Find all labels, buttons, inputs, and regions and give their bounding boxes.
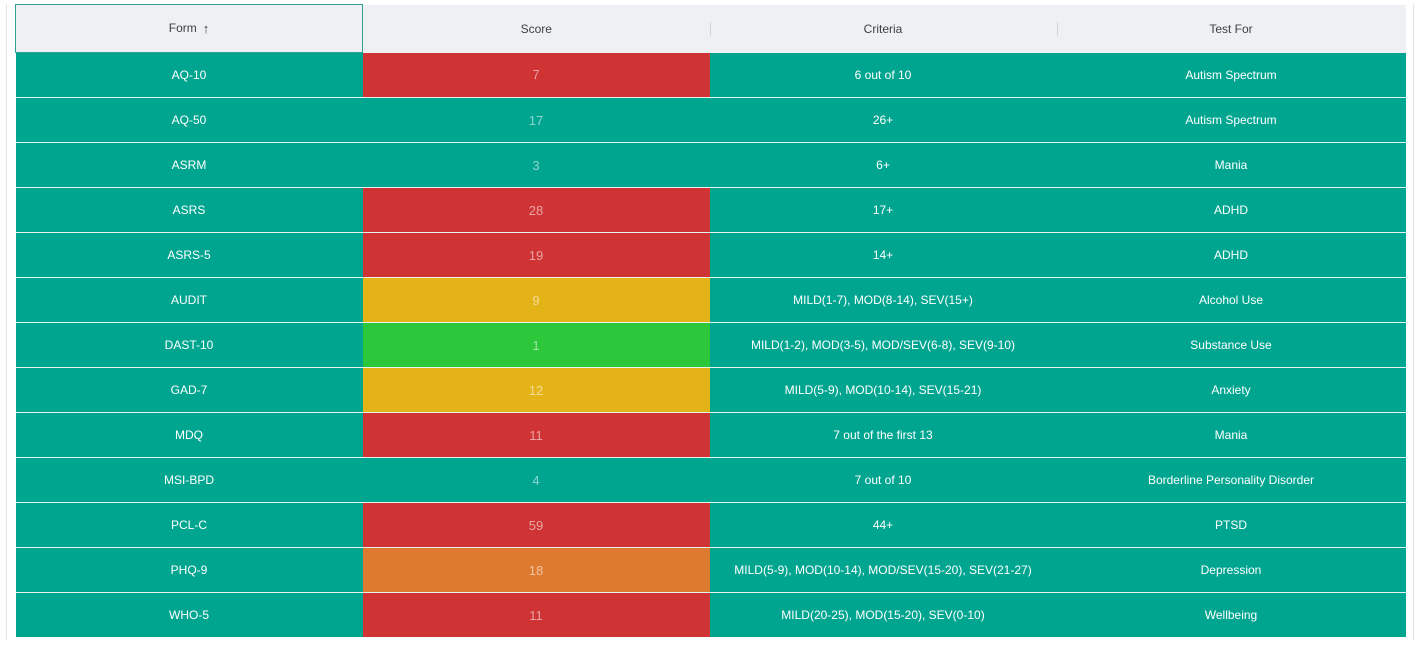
cell-test-for: Anxiety	[1056, 367, 1406, 413]
cell-score: 59	[362, 502, 710, 548]
column-header-label: Criteria	[863, 21, 903, 36]
cell-test-for: Mania	[1056, 142, 1406, 188]
table-row[interactable]: ASRS 28 17+ ADHD	[15, 187, 1406, 233]
column-separator[interactable]	[709, 21, 711, 36]
cell-form: GAD-7	[15, 367, 363, 413]
arrow-up-icon[interactable]: ↑	[202, 21, 210, 36]
cell-test-for: Autism Spectrum	[1056, 52, 1406, 98]
cell-test-for: ADHD	[1056, 187, 1406, 233]
table-row[interactable]: AUDIT 9 MILD(1-7), MOD(8-14), SEV(15+) Alco…	[15, 277, 1406, 323]
column-separator[interactable]	[1056, 21, 1058, 36]
table-row[interactable]: PCL-C 59 44+ PTSD	[15, 502, 1406, 548]
cell-criteria: MILD(5-9), MOD(10-14), MOD/SEV(15-20), S…	[709, 547, 1057, 593]
cell-test-for: Mania	[1056, 412, 1406, 458]
cell-score: 18	[362, 547, 710, 593]
table-row[interactable]: DAST-10 1 MILD(1-2), MOD(3-5), MOD/SEV(6-8…	[15, 322, 1406, 368]
cell-score: 9	[362, 277, 710, 323]
cell-test-for: Substance Use	[1056, 322, 1406, 368]
table-row[interactable]: ASRS-5 19 14+ ADHD	[15, 232, 1406, 278]
column-header-score[interactable]: Score	[362, 4, 710, 53]
cell-form: PCL-C	[15, 502, 363, 548]
cell-form: PHQ-9	[15, 547, 363, 593]
table-row[interactable]: WHO-5 11 MILD(20-25), MOD(15-20), SEV(0-10…	[15, 592, 1406, 637]
cell-criteria: 7 out of the first 13	[709, 412, 1057, 458]
screening-results-table: Form ↑ Score Criteria Test For AQ-10 7 6 ou…	[15, 4, 1406, 637]
column-header-label: Test For	[1209, 21, 1253, 36]
cell-criteria: 6+	[709, 142, 1057, 188]
table-body: AQ-10 7 6 out of 10 Autism Spectrum AQ-50 17 2…	[15, 52, 1406, 637]
cell-criteria: MILD(1-7), MOD(8-14), SEV(15+)	[709, 277, 1057, 323]
cell-test-for: Depression	[1056, 547, 1406, 593]
cell-form: MDQ	[15, 412, 363, 458]
header-row: Form ↑ Score Criteria Test For	[15, 4, 1406, 53]
cell-criteria: 44+	[709, 502, 1057, 548]
cell-criteria: 6 out of 10	[709, 52, 1057, 98]
cell-form: AQ-10	[15, 52, 363, 98]
cell-form: ASRM	[15, 142, 363, 188]
table-row[interactable]: AQ-50 17 26+ Autism Spectrum	[15, 97, 1406, 143]
cell-criteria: 17+	[709, 187, 1057, 233]
cell-criteria: 7 out of 10	[709, 457, 1057, 503]
cell-score: 4	[362, 457, 710, 503]
results-table-container: Form ↑ Score Criteria Test For AQ-10 7 6 ou…	[6, 4, 1414, 640]
cell-form: AUDIT	[15, 277, 363, 323]
cell-score: 12	[362, 367, 710, 413]
column-header-criteria[interactable]: Criteria	[709, 4, 1057, 53]
cell-form: DAST-10	[15, 322, 363, 368]
cell-criteria: MILD(20-25), MOD(15-20), SEV(0-10)	[709, 592, 1057, 637]
cell-score: 11	[362, 592, 710, 637]
cell-form: ASRS-5	[15, 232, 363, 278]
table-row[interactable]: MDQ 11 7 out of the first 13 Mania	[15, 412, 1406, 458]
cell-test-for: Alcohol Use	[1056, 277, 1406, 323]
cell-score: 7	[362, 52, 710, 98]
table-row[interactable]: MSI-BPD 4 7 out of 10 Borderline Personalit…	[15, 457, 1406, 503]
column-header-form[interactable]: Form ↑	[15, 4, 363, 53]
column-header-label: Form	[168, 21, 197, 35]
cell-score: 19	[362, 232, 710, 278]
column-header-test-for[interactable]: Test For	[1056, 4, 1406, 53]
cell-criteria: 14+	[709, 232, 1057, 278]
cell-test-for: Wellbeing	[1056, 592, 1406, 637]
table-header: Form ↑ Score Criteria Test For	[15, 4, 1406, 53]
cell-test-for: Autism Spectrum	[1056, 97, 1406, 143]
cell-score: 11	[362, 412, 710, 458]
column-header-label: Score	[520, 21, 552, 36]
cell-form: AQ-50	[15, 97, 363, 143]
table-row[interactable]: ASRM 3 6+ Mania	[15, 142, 1406, 188]
cell-test-for: ADHD	[1056, 232, 1406, 278]
cell-score: 17	[362, 97, 710, 143]
table-row[interactable]: AQ-10 7 6 out of 10 Autism Spectrum	[15, 52, 1406, 98]
cell-criteria: 26+	[709, 97, 1057, 143]
table-row[interactable]: PHQ-9 18 MILD(5-9), MOD(10-14), MOD/SEV(15…	[15, 547, 1406, 593]
cell-criteria: MILD(1-2), MOD(3-5), MOD/SEV(6-8), SEV(9…	[709, 322, 1057, 368]
cell-form: ASRS	[15, 187, 363, 233]
cell-score: 3	[362, 142, 710, 188]
cell-form: MSI-BPD	[15, 457, 363, 503]
cell-score: 28	[362, 187, 710, 233]
cell-form: WHO-5	[15, 592, 363, 637]
table-row[interactable]: GAD-7 12 MILD(5-9), MOD(10-14), SEV(15-21)…	[15, 367, 1406, 413]
cell-test-for: Borderline Personality Disorder	[1056, 457, 1406, 503]
cell-score: 1	[362, 322, 710, 368]
cell-criteria: MILD(5-9), MOD(10-14), SEV(15-21)	[709, 367, 1057, 413]
cell-test-for: PTSD	[1056, 502, 1406, 548]
